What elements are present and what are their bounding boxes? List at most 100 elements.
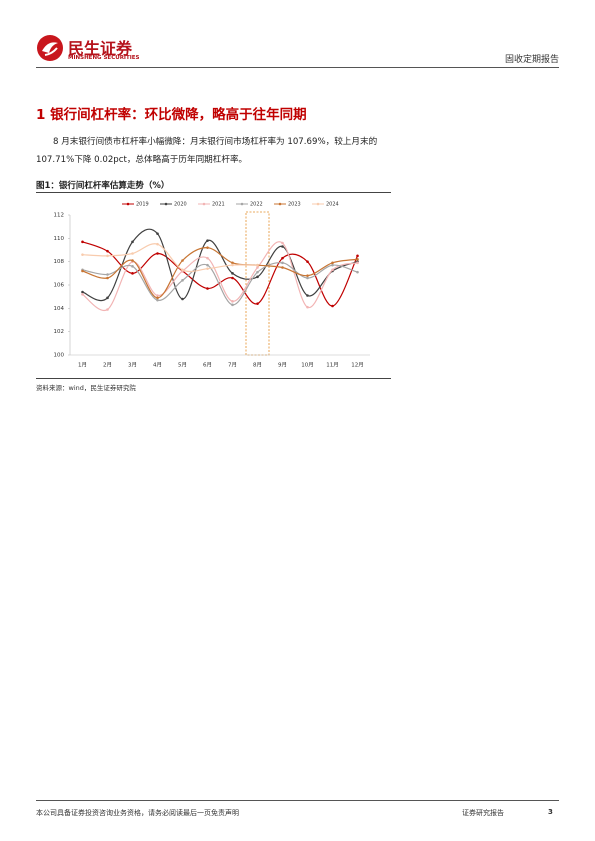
data-point (106, 254, 109, 258)
data-point (106, 296, 109, 300)
data-point (231, 261, 234, 265)
data-point (306, 260, 309, 263)
legend-marker (164, 202, 168, 206)
data-point (356, 254, 359, 258)
data-point (106, 308, 109, 311)
data-point (206, 239, 209, 242)
data-point (206, 287, 209, 290)
data-point (331, 304, 334, 308)
y-tick-label: 104 (54, 306, 65, 312)
source: 资料来源：wind，民生证券研究院 (36, 384, 136, 392)
series-line (82, 241, 358, 312)
figure-rule (36, 192, 391, 193)
x-tick-label: 4月 (153, 362, 162, 369)
data-point (106, 273, 109, 276)
section-title: 1 银行间杠杆率：环比微降，略高于往年同期 (36, 107, 307, 123)
series-line (82, 247, 358, 299)
data-point (306, 276, 309, 280)
legend-marker (202, 202, 206, 206)
legend-marker (278, 202, 282, 206)
data-point (156, 252, 159, 255)
data-point (231, 272, 234, 275)
brand: 民生证券 (68, 39, 133, 58)
footer-rule (36, 800, 559, 801)
data-point (331, 261, 334, 265)
x-tick-label: 6月 (203, 362, 212, 369)
data-point (281, 266, 284, 269)
legend-label: 2021 (212, 202, 225, 208)
data-point (231, 263, 234, 267)
data-point (356, 258, 359, 261)
x-tick-label: 8月 (253, 362, 262, 369)
data-point (106, 249, 109, 253)
x-tick-label: 11月 (326, 362, 339, 369)
x-tick-label: 7月 (228, 362, 237, 369)
page-number: 3 (548, 808, 553, 816)
y-tick-label: 108 (54, 259, 65, 265)
logo-icon (37, 35, 63, 61)
data-point (206, 246, 209, 249)
data-point (156, 298, 159, 302)
data-point (306, 294, 309, 297)
legend-label: 2024 (326, 202, 339, 208)
report-type: 固收定期报告 (504, 55, 559, 65)
data-point (156, 296, 159, 300)
data-point (231, 300, 234, 303)
legend-marker (316, 202, 320, 206)
data-point (81, 269, 84, 273)
legend-marker (126, 202, 130, 206)
x-tick-label: 3月 (128, 362, 137, 369)
footer-label: 证券研究报告 (462, 809, 504, 817)
series-line (82, 241, 359, 307)
data-point (256, 270, 259, 274)
series-line (82, 228, 358, 302)
data-point (156, 242, 159, 246)
y-tick-label: 112 (54, 213, 65, 219)
data-point (256, 263, 259, 267)
figure-bottom-rule (36, 378, 391, 379)
data-point (281, 241, 284, 245)
brand-en: MINSHENG SECURITIES (68, 55, 140, 61)
data-point (356, 261, 359, 265)
figure-title: 图1：银行间杠杆率估算走势（%） (36, 181, 170, 191)
data-point (81, 240, 84, 244)
data-point (356, 270, 359, 274)
data-point (131, 252, 134, 255)
data-point (131, 259, 134, 262)
data-point (131, 272, 134, 275)
header-rule (36, 67, 559, 68)
data-point (81, 293, 84, 296)
data-point (131, 265, 134, 268)
data-point (281, 256, 284, 260)
x-tick-label: 12月 (351, 362, 364, 369)
data-point (231, 276, 234, 280)
data-point (181, 259, 184, 262)
legend-label: 2022 (250, 202, 263, 208)
data-point (131, 240, 134, 244)
data-point (156, 232, 159, 235)
x-tick-label: 9月 (278, 362, 287, 369)
data-point (331, 263, 334, 267)
paragraph: 8 月末银行间债市杠杆率小幅微降：月末银行间市场杠杆率为 107.69%，较上月… (36, 137, 378, 165)
legend-marker (240, 202, 244, 206)
y-tick-label: 106 (54, 283, 65, 289)
x-tick-label: 1月 (78, 362, 87, 369)
chart: 100 102 104 106 108 110 112 1月 2月 3月 4月 5月 6月 7月 8月 9月 1… (54, 202, 370, 369)
series-line (82, 243, 258, 273)
data-point (256, 302, 259, 305)
data-point (331, 268, 334, 272)
data-point (256, 266, 259, 269)
data-point (156, 294, 159, 297)
data-point (206, 263, 209, 267)
data-point (181, 279, 184, 282)
data-point (106, 276, 109, 280)
legend-label: 2020 (174, 202, 187, 208)
x-tick-label: 10月 (301, 362, 314, 369)
data-point (181, 297, 184, 301)
data-point (231, 303, 234, 307)
x-tick-label: 5月 (178, 362, 187, 369)
disclaimer: 本公司具备证券投资咨询业务资格，请务必阅读最后一页免责声明 (36, 809, 239, 817)
series-line (82, 262, 358, 306)
data-point (256, 275, 259, 279)
